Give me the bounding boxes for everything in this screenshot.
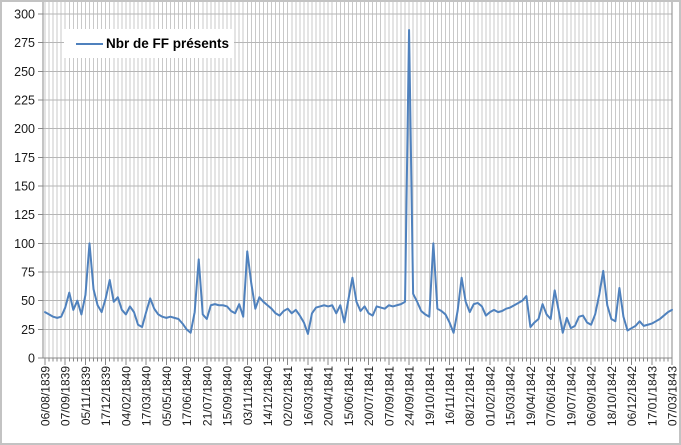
x-axis-date-label: 03/11/1840	[241, 366, 255, 425]
x-axis-date-label: 06/08/1839	[39, 366, 53, 426]
x-axis-date-label: 07/06/1842	[544, 366, 558, 426]
x-axis-date-label: 24/09/1841	[403, 366, 417, 426]
series-line	[44, 29, 673, 335]
x-axis-date-label: 07/03/1843	[666, 366, 680, 426]
y-axis-label: 175	[14, 151, 35, 165]
x-axis-date-label: 17/03/1840	[140, 366, 154, 426]
y-axis-label: 50	[21, 294, 35, 308]
x-axis-date-label: 06/12/1842	[625, 366, 639, 426]
y-axis-label: 125	[14, 208, 35, 222]
chart-legend[interactable]: Nbr de FF présents	[64, 29, 234, 58]
horizontal-gridlines	[43, 13, 672, 330]
x-axis-date-label: 20/04/1841	[322, 366, 336, 426]
x-axis-date-label: 05/11/1839	[79, 366, 93, 425]
x-axis-date-label: 07/09/1839	[59, 366, 73, 426]
x-axis-date-label: 17/12/1839	[99, 366, 113, 426]
x-axis-date-label: 15/06/1841	[342, 366, 356, 426]
y-axis-labels: 0 25 50 75 100 125 150 175 200 225 250 275 300	[14, 8, 35, 366]
x-axis-date-label: 16/11/1841	[443, 366, 457, 425]
x-axis-date-label: 15/03/1842	[504, 366, 518, 426]
x-axis-date-label: 19/07/1842	[564, 366, 578, 426]
legend-series-label: Nbr de FF présents	[106, 36, 230, 51]
y-axis-label: 150	[14, 180, 35, 194]
x-axis-date-label: 17/01/1843	[645, 366, 659, 426]
y-axis-label: 100	[14, 237, 35, 251]
x-axis-date-label: 19/10/1841	[423, 366, 437, 426]
y-axis-label: 250	[14, 65, 35, 79]
x-axis-date-label: 06/09/1842	[585, 366, 599, 426]
y-axis-label: 75	[21, 266, 35, 280]
x-axis-date-label: 04/02/1840	[119, 366, 133, 426]
x-axis-tick-marks	[44, 358, 673, 365]
x-axis-date-label: 05/05/1840	[160, 366, 174, 426]
x-axis-date-label: 21/07/1840	[200, 366, 214, 426]
x-axis-date-label: 20/07/1841	[362, 366, 376, 426]
x-axis-date-label: 02/02/1841	[281, 366, 295, 426]
x-axis-date-label: 17/06/1840	[180, 366, 194, 426]
y-axis-label: 0	[28, 352, 35, 366]
y-axis-label: 275	[14, 36, 35, 50]
x-axis-date-label: 15/09/1840	[221, 366, 235, 426]
x-axis-date-label: 08/12/1841	[463, 366, 477, 426]
series-nbr-de-ff-presents[interactable]	[44, 29, 673, 335]
x-axis-date-label: 01/02/1842	[483, 366, 497, 426]
x-axis-date-label: 07/09/1841	[382, 366, 396, 426]
x-axis-date-label: 18/10/1842	[605, 366, 619, 426]
x-axis-date-label: 14/12/1840	[261, 366, 275, 426]
x-axis-date-label: 19/04/1842	[524, 366, 538, 426]
y-axis-label: 225	[14, 94, 35, 108]
x-axis-labels: 06/08/1839 07/09/1839 05/11/1839 17/12/1839…	[39, 366, 680, 426]
y-axis-tick-marks	[38, 13, 43, 359]
y-axis-label: 300	[14, 8, 35, 22]
x-axis-date-label: 16/03/1841	[301, 366, 315, 426]
y-axis-label: 25	[21, 323, 35, 337]
legend-line-swatch	[76, 42, 103, 45]
y-axis-label: 200	[14, 122, 35, 136]
